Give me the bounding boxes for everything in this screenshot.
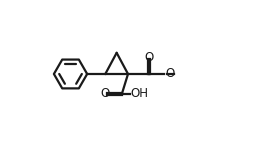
Text: O: O	[145, 51, 154, 64]
Text: O: O	[165, 67, 174, 81]
Text: OH: OH	[130, 87, 148, 100]
Text: O: O	[100, 87, 110, 100]
